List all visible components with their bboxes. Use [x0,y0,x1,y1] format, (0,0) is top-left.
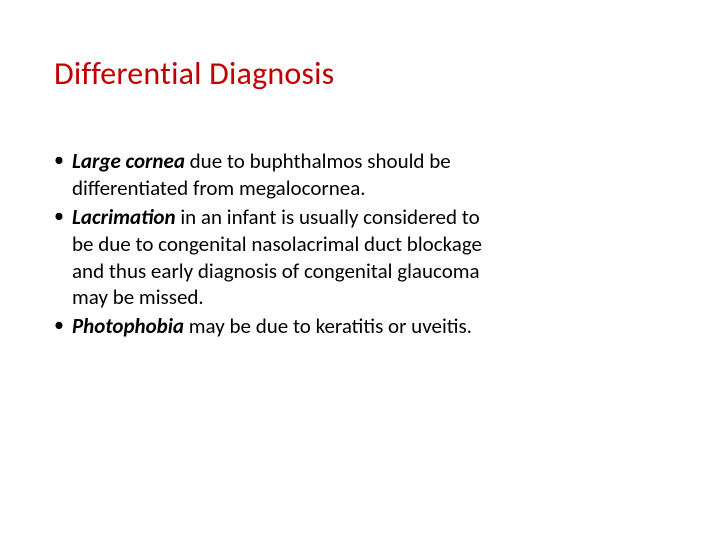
bullet-lead: Large cornea [72,148,185,174]
slide: Differential Diagnosis Large cornea due … [0,0,720,540]
slide-body: Large cornea due to buphthalmos should b… [54,148,614,342]
slide-title: Differential Diagnosis [54,54,334,93]
list-item: Lacrimation in an infant is usually cons… [54,204,614,312]
bullet-lead: Lacrimation [72,204,176,230]
list-item: Photophobia may be due to keratitis or u… [54,313,614,340]
list-item: Large cornea due to buphthalmos should b… [54,148,614,202]
bullet-rest: may be due to keratitis or uveitis. [184,313,472,339]
bullet-lead: Photophobia [72,313,184,339]
bullet-list: Large cornea due to buphthalmos should b… [54,148,614,340]
